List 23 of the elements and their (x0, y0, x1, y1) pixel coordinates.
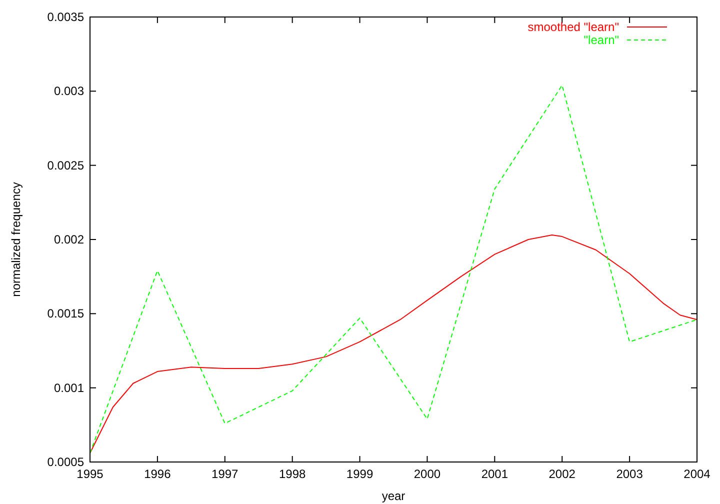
x-tick-label: 1998 (278, 467, 306, 481)
x-tick-label: 2003 (616, 467, 644, 481)
y-tick-label: 0.001 (54, 380, 84, 395)
y-tick-label: 0.003 (54, 84, 84, 98)
x-tick-label: 1995 (76, 467, 104, 481)
legend-label: "learn" (584, 33, 619, 47)
x-tick-label: 2000 (414, 467, 441, 481)
x-tick-label: 1999 (346, 467, 374, 481)
x-tick-label: 2002 (548, 467, 576, 481)
legend-label: smoothed "learn" (528, 20, 619, 34)
y-tick-label: 0.0015 (47, 306, 84, 321)
x-tick-label: 2004 (684, 467, 711, 481)
x-tick-label: 1996 (144, 467, 172, 481)
x-tick-label: 1997 (212, 467, 239, 481)
y-tick-label: 0.0005 (47, 455, 84, 469)
y-tick-label: 0.0035 (47, 10, 84, 24)
line-series (90, 84, 698, 454)
x-axis-title: year (382, 489, 406, 503)
line-series (90, 234, 698, 454)
y-tick-label: 0.0025 (47, 158, 84, 172)
y-axis-title: normalized frequency (9, 182, 23, 297)
x-tick-label: 2001 (481, 467, 508, 481)
y-tick-label: 0.002 (54, 232, 84, 246)
